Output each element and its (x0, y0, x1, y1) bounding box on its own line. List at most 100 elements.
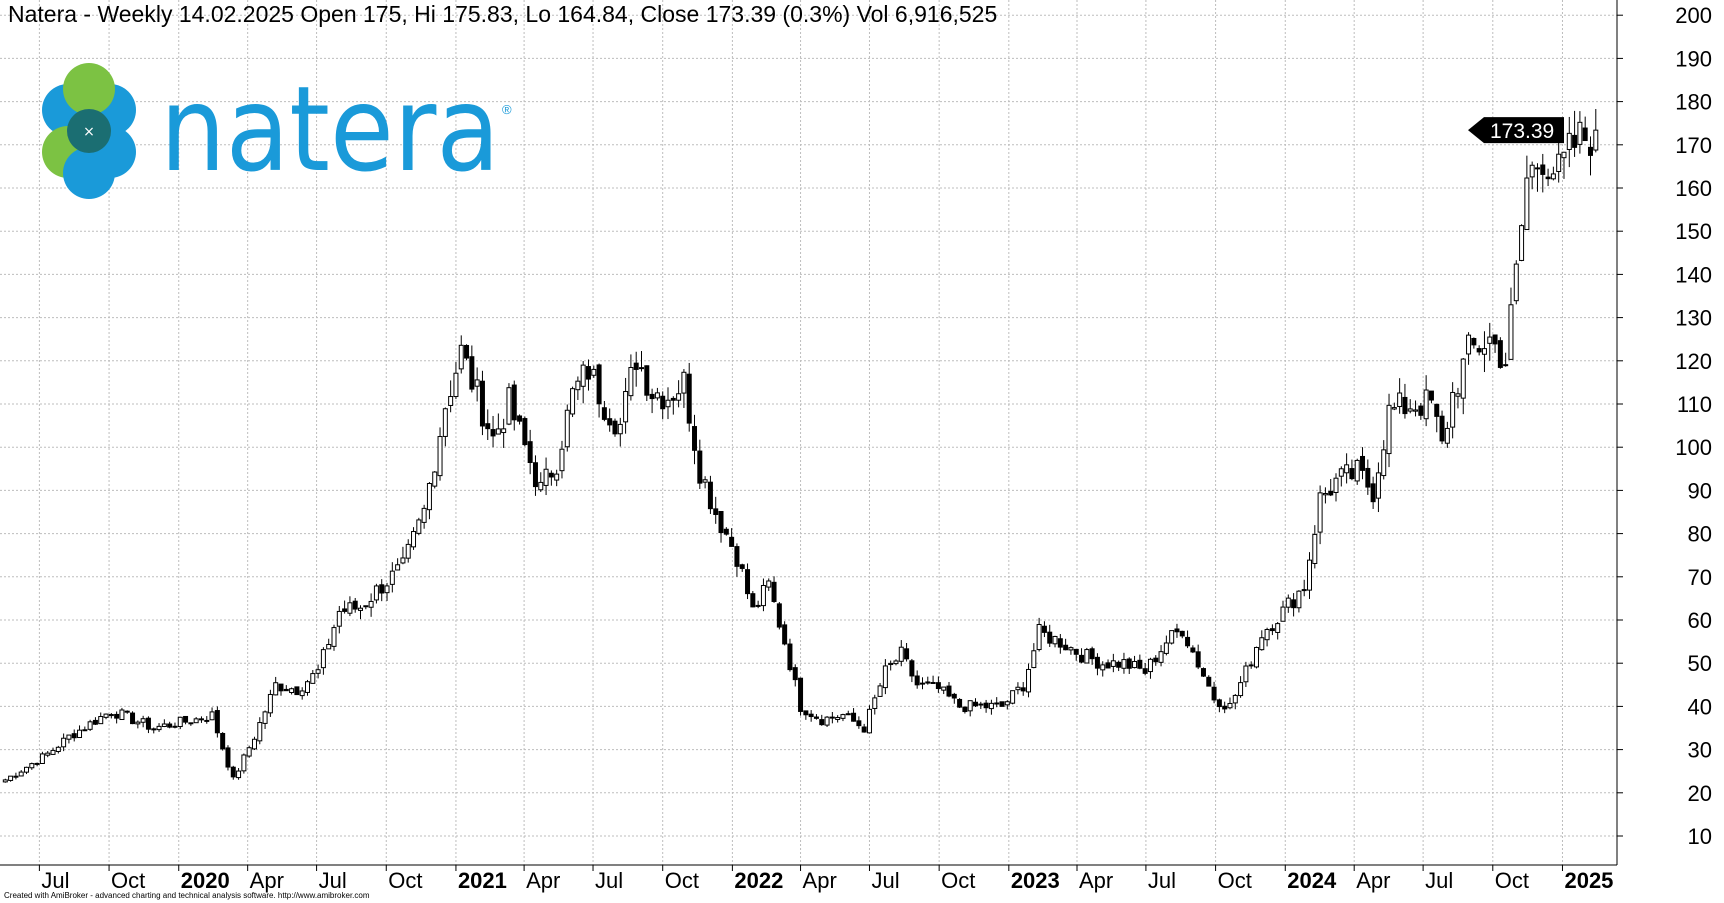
candle-body (453, 372, 459, 398)
last-price-value: 173.39 (1490, 120, 1554, 143)
candle-body (1476, 348, 1482, 353)
natera-logo: × natera ® (42, 60, 512, 199)
candle-body (1428, 390, 1434, 401)
candle-body (898, 646, 904, 662)
candle-body (1073, 648, 1079, 655)
x-tick-label: Jul (41, 868, 69, 893)
candle-body (798, 677, 804, 712)
candle-body (241, 754, 247, 772)
candle-body (1407, 408, 1413, 412)
candle-body (803, 710, 809, 716)
candle-body (469, 356, 475, 390)
x-tick-label: 2020 (181, 868, 230, 893)
candle-body (426, 482, 432, 511)
candle-body (405, 543, 411, 559)
candle-body (257, 722, 263, 742)
candle-body (506, 387, 512, 425)
candle-body (1227, 702, 1233, 709)
candle-body (511, 384, 517, 421)
candle-body (384, 585, 390, 594)
candle-body (1047, 631, 1053, 644)
candle-body (681, 371, 687, 394)
candle-body (1455, 393, 1461, 397)
candle-body (1238, 682, 1244, 697)
candle-body (262, 711, 268, 724)
candle-body (294, 686, 300, 696)
candle-body (198, 718, 204, 721)
candle-body (1137, 659, 1143, 669)
candle-body (718, 510, 724, 534)
candle-body (1264, 628, 1270, 641)
candle-body (543, 468, 549, 486)
candle-body (1322, 492, 1328, 496)
candle-body (495, 428, 501, 435)
candle-body (739, 564, 745, 569)
candle-body (236, 770, 242, 779)
candle-body (448, 396, 454, 406)
candle-body (464, 344, 470, 359)
chart-title: Natera - Weekly 14.02.2025 Open 175, Hi … (8, 1, 997, 27)
candle-body (1089, 648, 1095, 660)
candle-body (1084, 649, 1090, 664)
candle-body (532, 462, 538, 488)
candle-body (649, 393, 655, 400)
candle-body (1402, 396, 1408, 415)
candle-body (654, 392, 660, 399)
candle-body (575, 380, 581, 391)
candle-body (1259, 637, 1265, 651)
candle-body (935, 682, 941, 690)
candle-body (1275, 623, 1281, 633)
candle-body (1222, 705, 1228, 710)
candle-body (1147, 658, 1153, 673)
candle-body (108, 714, 114, 717)
candle-body (1026, 668, 1032, 693)
candle-body (310, 673, 316, 684)
candle-body (1333, 477, 1339, 493)
x-tick-label: 2021 (458, 868, 507, 893)
candle-body (713, 508, 719, 515)
candle-body (734, 546, 740, 567)
y-tick-label: 130 (1675, 306, 1712, 331)
candle-body (1296, 590, 1302, 609)
candle-body (607, 418, 613, 426)
candle-body (1360, 455, 1366, 471)
candle-body (320, 649, 326, 669)
candle-body (1471, 337, 1477, 346)
y-tick-label: 20 (1688, 781, 1712, 806)
y-tick-label: 100 (1675, 435, 1712, 460)
candle-body (50, 749, 56, 755)
x-tick-label: Jul (1425, 868, 1453, 893)
candle-body (1566, 132, 1572, 150)
candle-body (358, 607, 364, 611)
candle-body (1370, 483, 1376, 503)
candle-body (660, 395, 666, 410)
candle-body (342, 608, 348, 612)
candle-body (177, 716, 183, 728)
candle-body (596, 364, 602, 405)
x-tick-label: 2024 (1287, 868, 1337, 893)
candle-body (1285, 597, 1291, 608)
candle-body (230, 766, 236, 778)
candle-body (167, 723, 173, 728)
candle-body (411, 531, 417, 548)
candle-body (919, 682, 925, 685)
candle-body (861, 726, 867, 733)
candle-body (1497, 340, 1503, 368)
candle-body (888, 662, 894, 666)
x-axis: Jul Oct 2020 Apr Jul Oct 2021 Apr Jul Oct 2022 Apr J… (38, 865, 1613, 893)
candle-body (24, 766, 30, 773)
candle-body (1243, 665, 1249, 683)
candle-body (840, 714, 846, 719)
candle-body (670, 397, 676, 401)
y-tick-label: 10 (1688, 824, 1712, 849)
candle-body (1460, 358, 1466, 399)
candle-body (124, 710, 130, 713)
candle-body (1185, 636, 1191, 647)
candle-body (1391, 407, 1397, 410)
candle-body (304, 681, 310, 693)
candle-body (1031, 650, 1037, 669)
candle-body (1481, 348, 1487, 355)
candle-body (893, 660, 899, 665)
logo-registered-mark: ® (502, 102, 512, 117)
candle-body (1179, 630, 1185, 637)
